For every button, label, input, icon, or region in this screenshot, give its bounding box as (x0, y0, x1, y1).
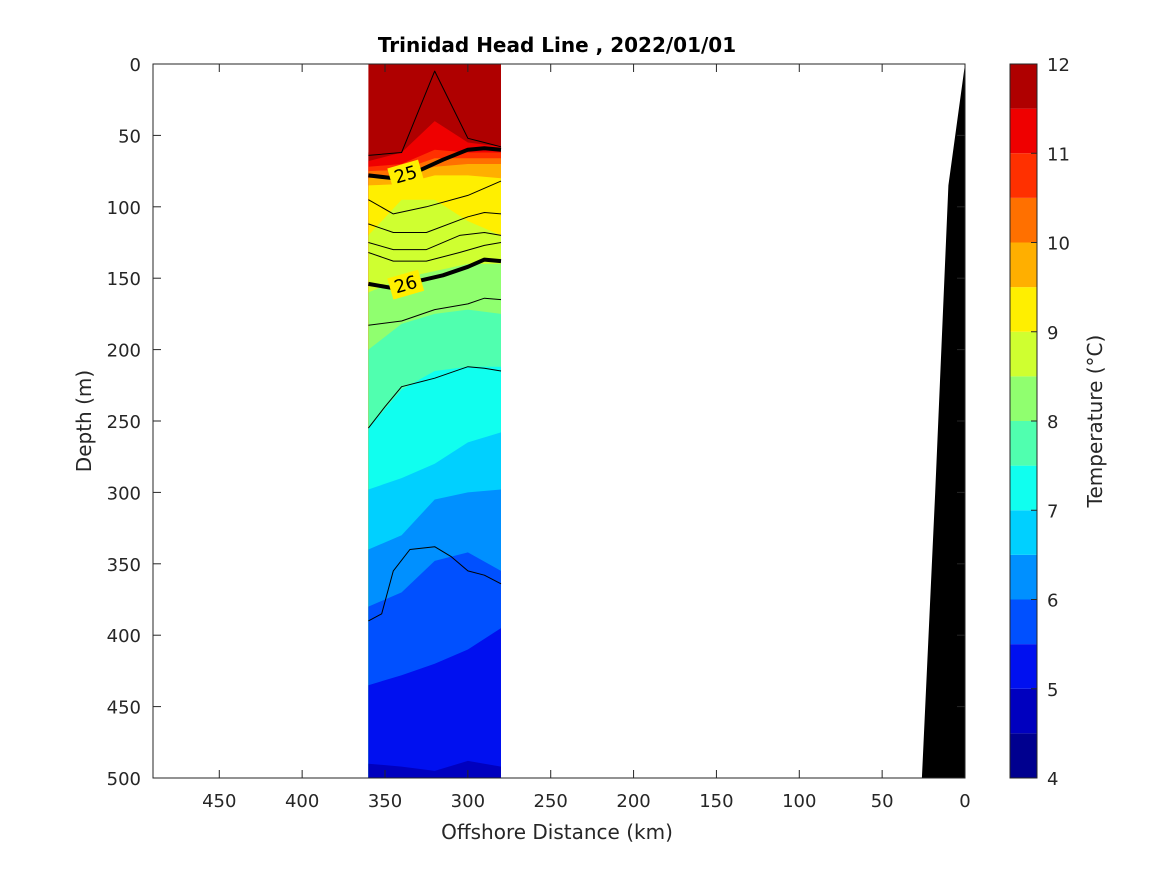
contour-line (368, 232, 502, 251)
y-tick-label: 500 (107, 769, 141, 790)
colorbar-tick-label: 10 (1047, 234, 1070, 255)
colorbar-title: Temperature (°C) (1083, 335, 1107, 509)
y-tick-label: 50 (118, 126, 141, 147)
seafloor (921, 64, 965, 778)
x-tick-label: 0 (959, 791, 970, 812)
contour-label-backdrop (387, 159, 425, 190)
colorbar-swatch (1010, 331, 1037, 377)
x-tick-label: 450 (202, 791, 236, 812)
colorbar-swatch (1010, 733, 1037, 778)
colorbar-tick-label: 7 (1047, 501, 1058, 522)
contour-line (368, 212, 502, 233)
y-tick-label: 200 (107, 341, 141, 362)
y-tick-label: 350 (107, 555, 141, 576)
axes: 450 400 350 300 250 200 150 100 50 00501001502002… (107, 55, 971, 812)
colorbar-swatch (1010, 554, 1037, 600)
x-tick-label: 250 (534, 791, 568, 812)
colorbar-swatch (1010, 197, 1037, 243)
y-tick-label: 0 (130, 55, 141, 76)
colorbar-tick-label: 9 (1047, 323, 1058, 344)
colorbar-swatch (1010, 599, 1037, 645)
x-tick-label: 100 (782, 791, 816, 812)
colorbar-tick-label: 12 (1047, 55, 1070, 76)
colorbar-swatch (1010, 242, 1037, 288)
contour-line (368, 366, 502, 429)
colorbar-tick-label: 11 (1047, 144, 1070, 165)
temperature-section (368, 64, 501, 778)
y-tick-label: 250 (107, 412, 141, 433)
colorbar-tick-label: 5 (1047, 680, 1058, 701)
contour-line (368, 546, 502, 622)
x-tick-label: 200 (616, 791, 650, 812)
colorbar-swatch (1010, 376, 1037, 421)
colorbar-swatch (1010, 108, 1037, 154)
contour-line (368, 70, 502, 156)
y-tick-label: 450 (107, 698, 141, 719)
x-axis-title: Offshore Distance (km) (441, 820, 673, 844)
seafloor-bathymetry (921, 64, 965, 778)
x-tick-label: 300 (451, 791, 485, 812)
y-tick-label: 300 (107, 483, 141, 504)
x-tick-label: 400 (285, 791, 319, 812)
plot-area (153, 64, 965, 778)
chart-title: Trinidad Head Line , 2022/01/01 (378, 33, 736, 57)
colorbar-swatch (1010, 644, 1037, 689)
x-tick-label: 150 (699, 791, 733, 812)
colorbar-swatch (1010, 510, 1037, 555)
colorbar-swatch (1010, 688, 1037, 734)
colorbar-tick-label: 6 (1047, 591, 1058, 612)
colorbar-swatch (1010, 287, 1037, 332)
colorbar-swatch (1010, 465, 1037, 511)
colorbar-swatch (1010, 64, 1037, 109)
x-tick-label: 50 (871, 791, 894, 812)
contour-line (368, 242, 502, 262)
colorbar-tick-label: 4 (1047, 769, 1058, 790)
colorbar: 4 5 6 7 8 9 10 11 12 (1009, 55, 1070, 790)
y-axis-title: Depth (m) (72, 370, 96, 472)
contour-label-backdrop (387, 269, 425, 300)
colorbar-tick-label: 8 (1047, 412, 1058, 433)
colorbar-swatch (1010, 153, 1037, 198)
y-tick-label: 150 (107, 269, 141, 290)
colorbar-swatch (1010, 421, 1037, 466)
y-tick-label: 100 (107, 198, 141, 219)
contour-line (368, 297, 502, 326)
temperature-band (368, 628, 501, 778)
x-tick-label: 350 (368, 791, 402, 812)
y-tick-label: 400 (107, 626, 141, 647)
contour-line (368, 180, 502, 215)
